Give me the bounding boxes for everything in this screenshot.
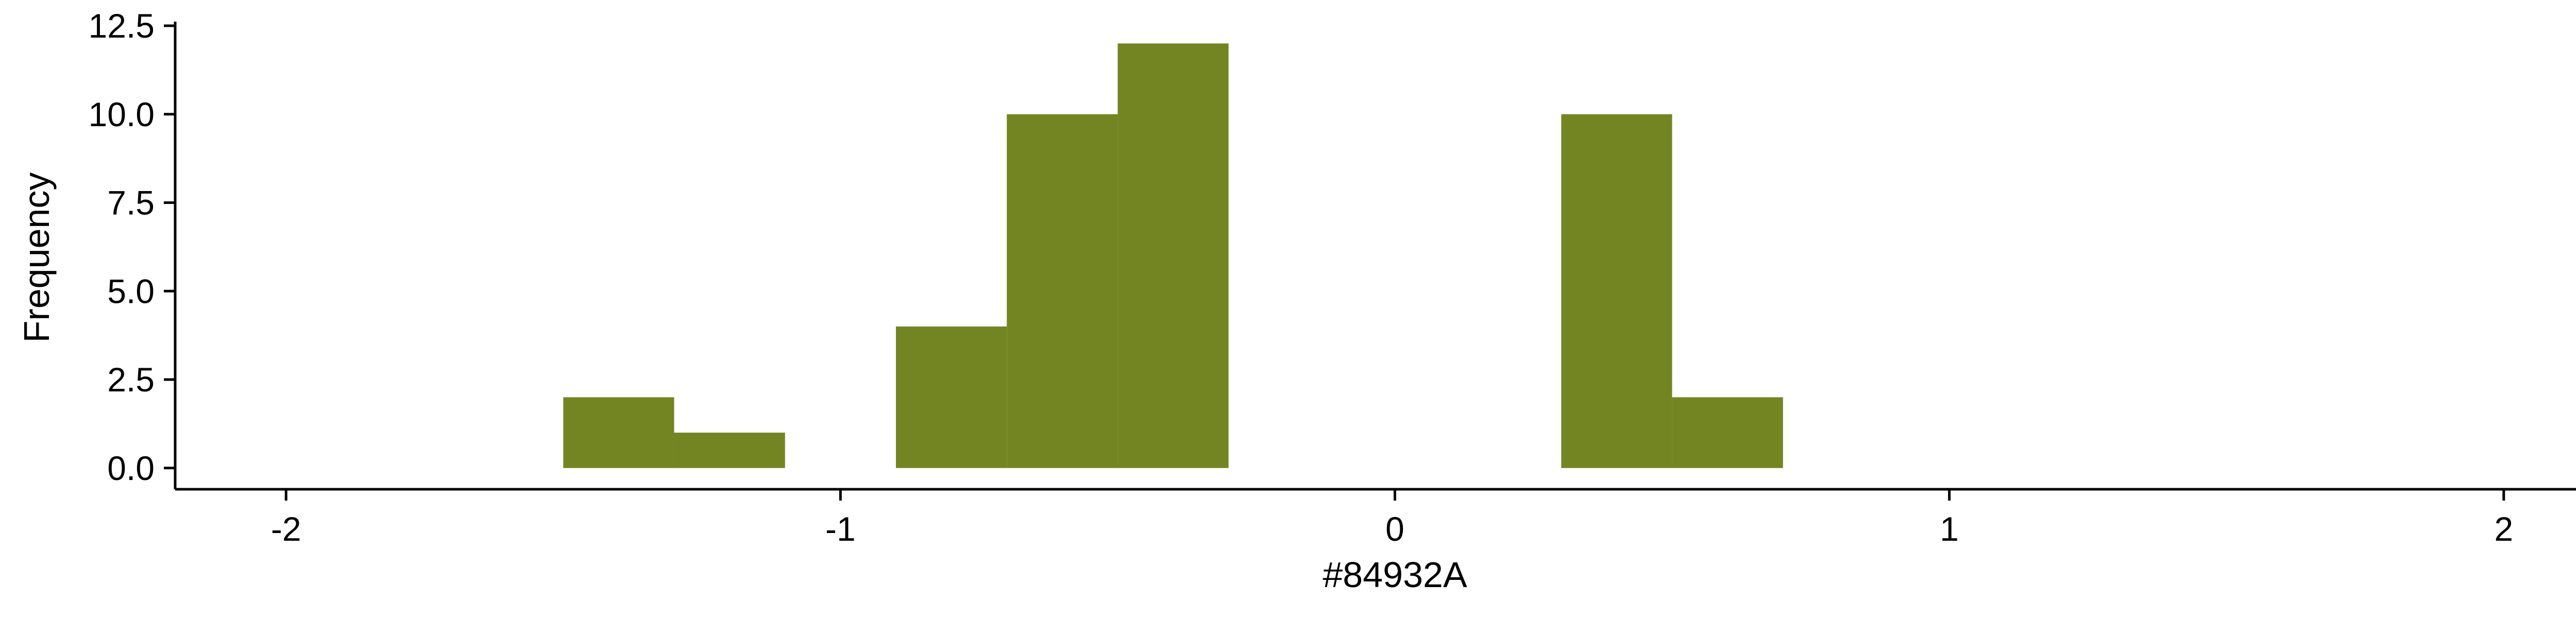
y-tick-label: 2.5: [107, 360, 155, 399]
y-axis: 0.0 2.5 5.0 7.5 10.0 12.5: [89, 7, 177, 489]
histogram-bars: [563, 43, 1783, 468]
x-tick-label: 0: [1385, 510, 1404, 548]
histogram-bar: [1672, 397, 1783, 468]
histogram-bar: [1007, 114, 1118, 468]
histogram-bar: [674, 433, 785, 468]
histogram-bar: [563, 397, 674, 468]
x-tick-label: -1: [825, 510, 856, 548]
histogram-bar: [1117, 43, 1229, 468]
x-tick-label: 1: [1940, 510, 1959, 548]
x-tick-label: -2: [271, 510, 301, 548]
x-axis-title: #84932A: [1323, 555, 1467, 595]
x-tick-label: 2: [2494, 510, 2513, 548]
y-tick-label: 5.0: [107, 272, 155, 310]
y-tick-label: 12.5: [89, 7, 155, 45]
y-tick-label: 10.0: [89, 95, 155, 133]
x-axis: -2 -1 0 1 2: [175, 488, 2576, 548]
y-axis-title: Frequency: [16, 173, 57, 343]
histogram-bar: [1561, 114, 1672, 468]
y-tick-label: 7.5: [107, 184, 155, 222]
y-tick-label: 0.0: [107, 449, 155, 487]
histogram-bar: [895, 326, 1007, 468]
